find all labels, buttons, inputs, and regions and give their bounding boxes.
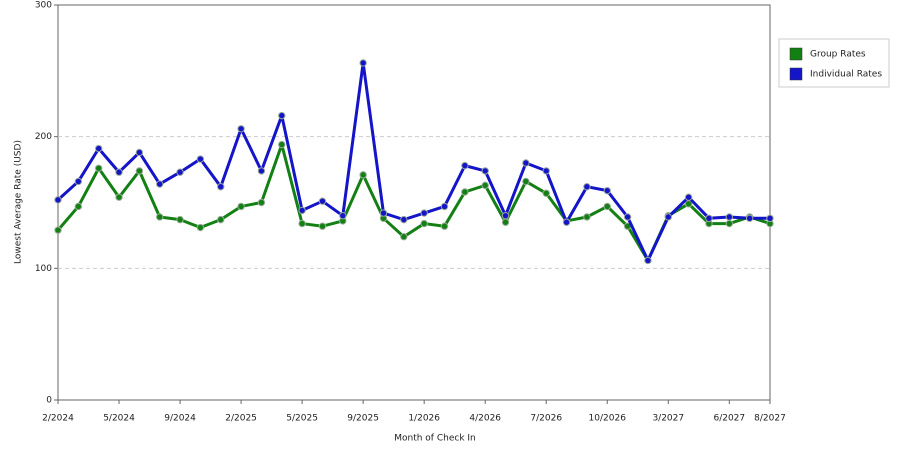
data-point <box>135 167 144 175</box>
data-point <box>603 202 611 211</box>
data-point <box>176 168 184 176</box>
legend-swatch <box>789 47 803 61</box>
data-point <box>766 214 774 223</box>
data-point <box>400 215 408 224</box>
data-point <box>278 140 286 149</box>
data-point <box>217 215 225 224</box>
data-point <box>623 213 632 221</box>
data-point <box>542 167 550 175</box>
data-point <box>481 181 489 190</box>
x-tick-label: 5/2025 <box>286 414 318 424</box>
data-point <box>400 233 408 241</box>
data-point <box>94 164 103 172</box>
data-point <box>603 186 611 195</box>
y-tick-label: 0 <box>46 396 52 406</box>
data-point <box>725 213 734 221</box>
data-point <box>481 167 489 175</box>
data-point <box>461 161 469 170</box>
data-point <box>318 197 327 205</box>
data-point <box>725 219 734 228</box>
data-point <box>115 193 123 201</box>
data-point <box>278 111 286 120</box>
data-point <box>440 222 449 230</box>
data-point <box>115 168 123 176</box>
data-point <box>156 213 164 221</box>
legend-swatch <box>789 67 803 81</box>
data-point <box>420 219 428 228</box>
data-point <box>583 213 591 221</box>
data-point <box>176 215 184 224</box>
data-point <box>54 226 62 234</box>
data-point <box>257 198 266 207</box>
data-point <box>501 218 510 226</box>
data-point <box>257 167 266 175</box>
data-point <box>644 256 652 265</box>
data-point <box>94 144 103 153</box>
data-point <box>379 209 388 217</box>
x-tick-label: 10/2026 <box>589 414 627 424</box>
data-point <box>156 180 164 188</box>
data-point <box>298 219 306 228</box>
legend-label: Individual Rates <box>810 70 882 80</box>
data-point <box>522 177 530 186</box>
legend-label: Group Rates <box>810 50 866 60</box>
data-point <box>562 218 571 226</box>
x-tick-label: 5/2024 <box>103 414 135 424</box>
data-point <box>359 59 367 67</box>
y-axis-label: Lowest Average Rate (USD) <box>14 140 24 264</box>
data-point <box>74 177 83 186</box>
data-point <box>135 148 144 157</box>
data-point <box>501 211 510 220</box>
x-tick-label: 8/2027 <box>754 414 786 424</box>
x-tick-label: 4/2026 <box>469 414 501 424</box>
data-point <box>684 193 693 201</box>
data-point <box>745 214 754 223</box>
x-tick-label: 2/2024 <box>42 414 74 424</box>
x-tick-label: 3/2027 <box>652 414 684 424</box>
data-point <box>237 125 245 133</box>
data-point <box>542 189 550 197</box>
data-point <box>420 209 428 217</box>
plot-area <box>57 4 771 401</box>
data-point <box>217 183 225 191</box>
y-tick-label: 300 <box>35 1 52 11</box>
data-point <box>54 196 62 204</box>
x-tick-label: 9/2024 <box>164 414 196 424</box>
data-point <box>196 155 205 163</box>
data-point <box>359 171 367 179</box>
data-point <box>339 211 347 220</box>
series-line <box>56 61 770 262</box>
x-tick-label: 1/2026 <box>408 414 440 424</box>
data-point <box>74 202 83 211</box>
data-point <box>461 188 469 196</box>
data-point <box>705 214 713 223</box>
x-tick-label: 7/2026 <box>530 414 562 424</box>
y-tick-label: 200 <box>35 132 52 142</box>
data-point <box>318 222 327 230</box>
x-tick-label: 2/2025 <box>225 414 257 424</box>
x-axis-label: Month of Check In <box>394 434 476 444</box>
data-point <box>196 223 205 232</box>
data-point <box>664 213 672 221</box>
data-point <box>440 202 449 211</box>
y-tick-label: 100 <box>35 264 52 274</box>
data-point <box>583 183 591 191</box>
data-point <box>237 202 245 211</box>
x-tick-label: 6/2027 <box>713 414 745 424</box>
data-point <box>298 206 306 215</box>
x-tick-label: 9/2025 <box>347 414 379 424</box>
data-point <box>522 159 530 167</box>
